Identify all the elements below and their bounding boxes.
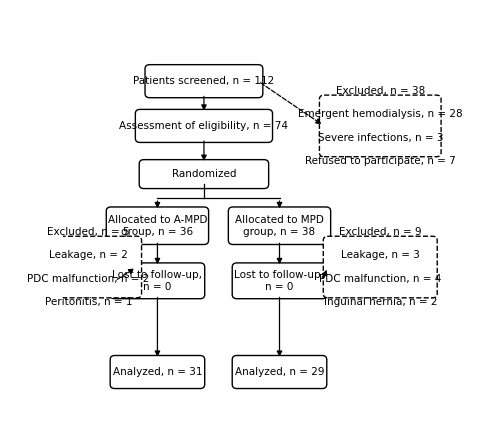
FancyBboxPatch shape (139, 160, 268, 189)
Text: Analyzed, n = 31: Analyzed, n = 31 (112, 367, 202, 377)
Text: Randomized: Randomized (172, 169, 236, 179)
FancyBboxPatch shape (136, 110, 272, 143)
FancyBboxPatch shape (106, 207, 208, 245)
FancyBboxPatch shape (145, 65, 263, 98)
FancyBboxPatch shape (320, 95, 441, 157)
FancyBboxPatch shape (36, 236, 142, 298)
FancyBboxPatch shape (110, 263, 204, 299)
FancyBboxPatch shape (324, 236, 437, 298)
Text: Excluded, n = 38

Emergent hemodialysis, n = 28

Severe infections, n = 3

Refus: Excluded, n = 38 Emergent hemodialysis, … (298, 86, 462, 166)
Text: Analyzed, n = 29: Analyzed, n = 29 (235, 367, 324, 377)
FancyBboxPatch shape (232, 355, 327, 388)
FancyBboxPatch shape (232, 263, 327, 299)
Text: Allocated to MPD
group, n = 38: Allocated to MPD group, n = 38 (235, 215, 324, 236)
Text: Excluded, n = 5

Leakage, n = 2

PDC malfunction, n = 2

Peritonitis, n = 1: Excluded, n = 5 Leakage, n = 2 PDC malfu… (28, 227, 150, 307)
Text: Allocated to A-MPD
group, n = 36: Allocated to A-MPD group, n = 36 (108, 215, 207, 236)
Text: Patients screened, n = 112: Patients screened, n = 112 (134, 76, 274, 86)
FancyBboxPatch shape (228, 207, 330, 245)
Text: Excluded, n = 9

Leakage, n = 3

PDC malfunction, n = 4

Inguinal hernia, n = 2: Excluded, n = 9 Leakage, n = 3 PDC malfu… (319, 227, 442, 307)
FancyBboxPatch shape (110, 355, 204, 388)
Text: Assessment of eligibility, n = 74: Assessment of eligibility, n = 74 (120, 121, 288, 131)
Text: Lost to follow-up,
n = 0: Lost to follow-up, n = 0 (234, 270, 324, 291)
Text: Lost to follow-up,
n = 0: Lost to follow-up, n = 0 (112, 270, 202, 291)
